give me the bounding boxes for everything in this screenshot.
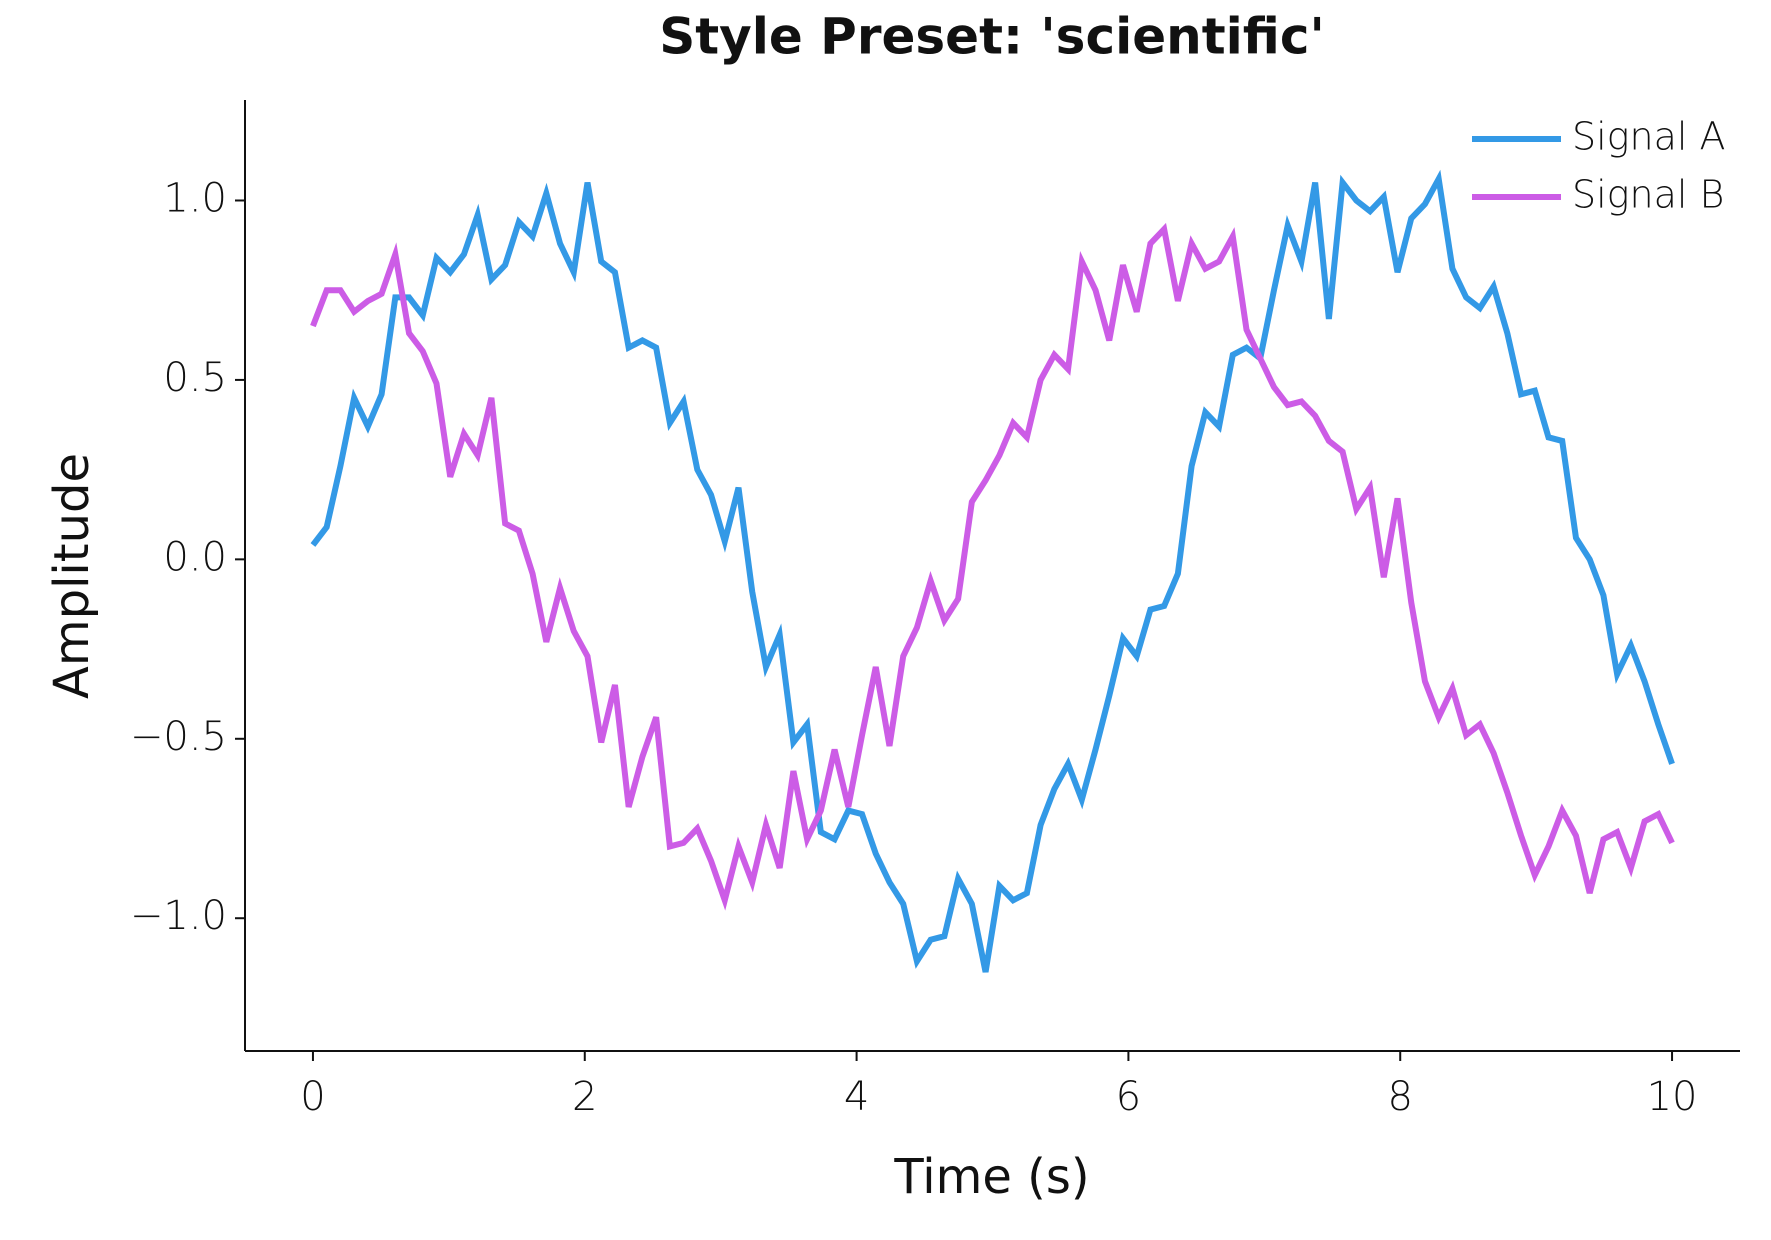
x-tick-label: 0 (300, 1074, 325, 1120)
line-series (310, 222, 1675, 911)
y-tick-label: 0.5 (163, 355, 227, 401)
x-tick-label: 4 (844, 1074, 869, 1120)
x-tick-label: 6 (1116, 1074, 1141, 1120)
x-tick-label: 2 (572, 1074, 597, 1120)
chart-title: Style Preset: 'scientific' (659, 8, 1325, 66)
y-tick-label: −1.0 (130, 893, 227, 939)
x-axis-label: Time (s) (893, 1149, 1089, 1205)
x-tick-label: 10 (1647, 1074, 1698, 1120)
legend-label: Signal B (1572, 173, 1724, 217)
y-tick-label: 1.0 (163, 175, 227, 221)
line-series (310, 169, 1675, 973)
x-tick-label: 8 (1388, 1074, 1413, 1120)
y-tick-label: 0.0 (163, 534, 227, 580)
legend-label: Signal A (1572, 115, 1725, 159)
y-tick-label: −0.5 (130, 714, 227, 760)
y-axis-label: Amplitude (44, 453, 100, 699)
